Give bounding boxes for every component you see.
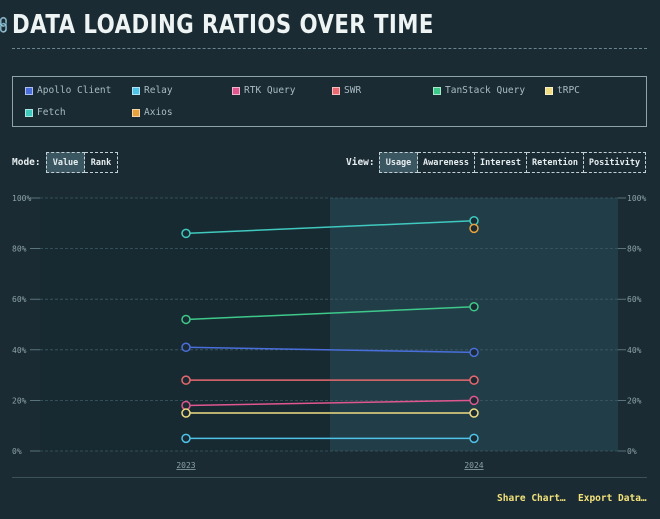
series-line-tanstack-query [185,306,475,321]
data-point-trpc [469,408,479,418]
data-point-relay [181,433,191,444]
data-point-trpc [181,408,191,418]
view-label: View: [346,157,375,168]
y-tick-label-left: 60% [12,295,27,304]
y-tick-label-right: 80% [627,245,642,254]
data-point-swr [181,375,191,385]
data-point-fetch [469,216,479,226]
page-title: DATA LOADING RATIOS OVER TIME [12,10,434,40]
series-line-apollo-client [185,346,475,354]
legend-label: SWR [344,85,362,96]
view-awareness-button[interactable]: Awareness [418,152,475,173]
chart-bottom-divider [12,477,647,478]
export-data-button[interactable]: Export Data… [578,493,647,504]
legend-swatch [25,108,33,117]
legend-label: tRPC [557,85,580,96]
line-chart: 0% 0% 20% 20% 40% 40% 60% 60% 80% 80% 100% 100% 2023… [12,194,646,470]
legend-label: Relay [144,85,173,96]
legend-swatch [332,86,340,95]
legend: Apollo Client Relay RTK Query SWR TanStack Q… [12,76,647,127]
legend-item[interactable]: Fetch [25,107,66,118]
y-tick-label-left: 40% [12,346,27,355]
legend-item[interactable]: Apollo Client [25,85,111,96]
data-point-axios [469,223,479,234]
legend-swatch [433,86,441,95]
x-tick-label: 2024 [464,461,483,470]
y-tick-label-right: 20% [627,396,642,405]
legend-item[interactable]: Axios [132,107,173,118]
legend-item[interactable]: tRPC [545,85,580,96]
view-usage-button[interactable]: Usage [379,152,418,173]
data-point-apollo-client [469,347,479,358]
view-toggle: Usage Awareness Interest Retention Positivit… [379,152,646,173]
data-point-fetch [181,228,191,239]
legend-swatch [232,86,240,95]
y-tick-label-right: 60% [627,295,642,304]
legend-item[interactable]: RTK Query [232,85,295,96]
data-point-swr [469,375,479,385]
data-point-rtk-query [469,395,479,406]
mode-label: Mode: [12,157,41,168]
legend-swatch [25,86,33,95]
mode-toggle: Value Rank [46,152,118,173]
legend-item[interactable]: Relay [132,85,173,96]
legend-item[interactable]: SWR [332,85,361,96]
y-tick-label-left: 0% [12,447,22,456]
series-line-rtk-query [185,399,475,407]
legend-label: Axios [144,107,173,118]
title-divider [12,48,647,49]
legend-label: Apollo Client [37,85,112,96]
view-interest-button[interactable]: Interest [475,152,527,173]
data-point-tanstack-query [181,314,191,325]
data-point-apollo-client [181,342,191,353]
mode-value-button[interactable]: Value [46,152,85,173]
legend-swatch [132,108,140,117]
share-chart-button[interactable]: Share Chart… [497,493,566,504]
legend-label: RTK Query [244,85,296,96]
x-tick-label: 2023 [176,461,195,470]
y-tick-label-left: 20% [12,396,27,405]
y-tick-label-right: 0% [627,447,637,456]
legend-swatch [545,86,553,95]
series-line-fetch [185,220,475,235]
data-point-tanstack-query [469,302,479,312]
view-retention-button[interactable]: Retention [527,152,584,173]
mode-rank-button[interactable]: Rank [85,152,118,173]
legend-swatch [132,86,140,95]
y-tick-label-left: 80% [12,245,27,254]
data-point-rtk-query [181,400,191,411]
y-tick-label-right: 100% [627,194,646,203]
legend-item[interactable]: TanStack Query [433,85,525,96]
legend-label: Fetch [37,107,66,118]
legend-label: TanStack Query [445,85,526,96]
y-tick-label-left: 100% [12,194,31,203]
y-tick-label-right: 40% [627,346,642,355]
view-positivity-button[interactable]: Positivity [584,152,646,173]
data-point-relay [469,433,479,444]
